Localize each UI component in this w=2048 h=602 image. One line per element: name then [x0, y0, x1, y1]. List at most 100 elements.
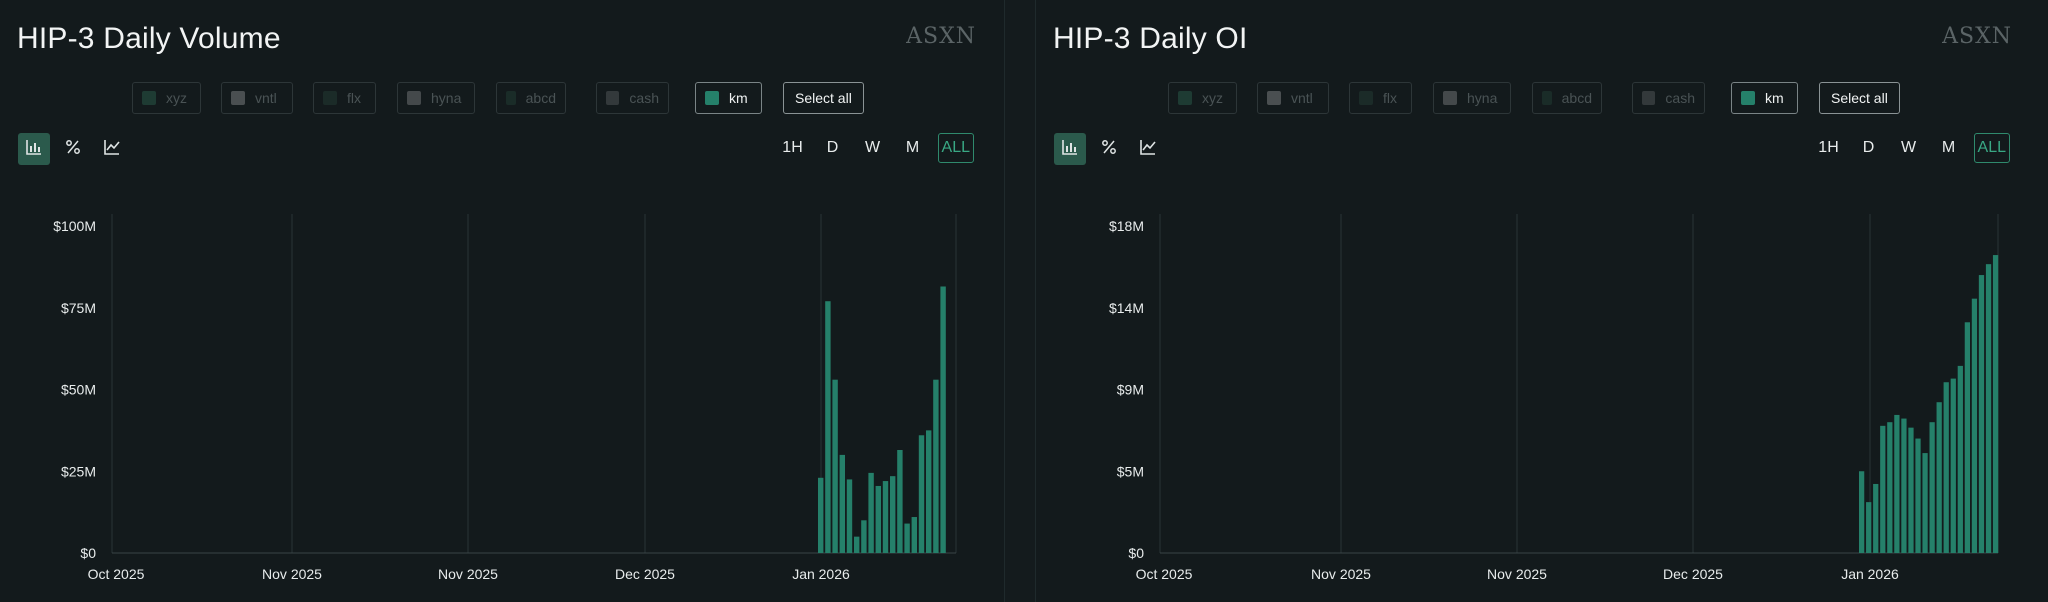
percent-button[interactable] — [1093, 133, 1125, 165]
bar — [839, 454, 845, 553]
legend-label: cash — [1665, 90, 1695, 106]
legend-label: abcd — [525, 90, 556, 106]
legend-item-vntl[interactable]: vntl — [221, 82, 293, 114]
line-chart-button[interactable] — [1132, 133, 1164, 165]
percent-button[interactable] — [57, 133, 89, 165]
bar — [1859, 471, 1865, 553]
bar — [1985, 264, 1992, 553]
legend-swatch — [1443, 91, 1457, 105]
bar — [1887, 422, 1893, 553]
bar — [1943, 382, 1949, 553]
bar-chart-button[interactable] — [1054, 133, 1086, 165]
bar — [1915, 438, 1921, 553]
line-chart-button[interactable] — [96, 133, 128, 165]
brand-logo: ASXN — [1942, 24, 2012, 49]
legend-item-flx[interactable]: flx — [1349, 82, 1412, 114]
bar — [1908, 427, 1914, 553]
legend-item-vntl[interactable]: vntl — [1257, 82, 1329, 114]
legend-swatch — [231, 91, 245, 105]
bar — [875, 485, 881, 553]
legend-item-cash[interactable]: cash — [596, 82, 669, 114]
bar — [1978, 275, 1985, 553]
range-w[interactable]: W — [1900, 139, 1917, 156]
x-tick-label: Oct 2025 — [1136, 566, 1193, 582]
y-tick-label: $50M — [61, 382, 96, 398]
y-tick-label: $0 — [80, 545, 96, 561]
legend-label: km — [729, 90, 748, 106]
legend-item-abcd[interactable]: abcd — [496, 82, 566, 114]
legend-swatch — [606, 91, 620, 105]
percent-icon — [64, 138, 82, 161]
range-1h[interactable]: 1H — [782, 139, 803, 156]
legend-item-cash[interactable]: cash — [1632, 82, 1705, 114]
legend-item-abcd[interactable]: abcd — [1532, 82, 1602, 114]
legend-swatch — [1642, 91, 1656, 105]
range-all[interactable]: ALL — [1973, 133, 2010, 163]
bar — [861, 520, 867, 553]
bar-chart-icon — [1061, 138, 1079, 161]
legend-item-xyz[interactable]: xyz — [132, 82, 201, 114]
x-tick-label: Nov 2025 — [262, 566, 322, 582]
legend-item-xyz[interactable]: xyz — [1168, 82, 1237, 114]
legend-item-km[interactable]: km — [1731, 82, 1798, 114]
bar — [890, 476, 896, 553]
bar — [882, 481, 889, 553]
legend-item-flx[interactable]: flx — [313, 82, 376, 114]
bar — [1971, 298, 1978, 553]
bar — [832, 379, 838, 553]
range-1h[interactable]: 1H — [1818, 139, 1839, 156]
y-tick-label: $18M — [1109, 218, 1144, 234]
y-tick-label: $9M — [1117, 382, 1144, 398]
bar — [897, 449, 903, 553]
legend-item-km[interactable]: km — [695, 82, 762, 114]
range-m[interactable]: M — [905, 139, 920, 156]
bar-chart-button[interactable] — [18, 133, 50, 165]
range-w[interactable]: W — [864, 139, 881, 156]
range-m[interactable]: M — [1941, 139, 1956, 156]
y-tick-label: $5M — [1117, 463, 1144, 479]
legend-swatch — [1359, 91, 1373, 105]
legend-swatch — [1267, 91, 1281, 105]
x-tick-label: Jan 2026 — [792, 566, 850, 582]
legend-label: hyna — [1467, 90, 1498, 106]
legend-item-hyna[interactable]: hyna — [397, 82, 475, 114]
range-d[interactable]: D — [826, 139, 839, 156]
legend-label: xyz — [1202, 90, 1223, 106]
bar — [846, 479, 853, 553]
range-all[interactable]: ALL — [937, 133, 974, 163]
bar — [1894, 414, 1900, 553]
select-all-button[interactable]: Select all — [1819, 82, 1900, 114]
x-tick-label: Nov 2025 — [438, 566, 498, 582]
range-d[interactable]: D — [1862, 139, 1875, 156]
time-range-selector: 1H D W M ALL — [1804, 133, 2010, 165]
legend-swatch — [705, 91, 719, 105]
bar — [868, 472, 874, 553]
x-tick-label: Dec 2025 — [615, 566, 675, 582]
bar — [1901, 418, 1907, 553]
legend-swatch — [1741, 91, 1755, 105]
line-chart-icon — [103, 138, 121, 161]
x-tick-label: Dec 2025 — [1663, 566, 1723, 582]
legend-label: vntl — [255, 90, 277, 106]
volume-panel: HIP-3 Daily Volume ASXN xyz vntl flx hyna ab… — [0, 0, 1004, 602]
legend-label: hyna — [431, 90, 462, 106]
legend-item-hyna[interactable]: hyna — [1433, 82, 1511, 114]
bar — [926, 430, 932, 553]
percent-icon — [1100, 138, 1118, 161]
legend-swatch — [142, 91, 156, 105]
y-tick-label: $25M — [61, 463, 96, 479]
bar — [933, 379, 939, 553]
select-all-button[interactable]: Select all — [783, 82, 864, 114]
x-tick-label: Oct 2025 — [88, 566, 145, 582]
panel-divider — [1004, 0, 1036, 602]
bar — [825, 301, 831, 553]
bar — [1873, 483, 1879, 553]
chart-title: HIP-3 Daily OI — [1053, 22, 1248, 55]
chart-type-toolbar — [1054, 133, 1171, 165]
bar — [1964, 322, 1970, 553]
y-tick-label: $14M — [1109, 300, 1144, 316]
legend-label: flx — [1383, 90, 1397, 106]
y-tick-label: $75M — [61, 300, 96, 316]
legend-swatch — [407, 91, 421, 105]
bar — [1957, 365, 1963, 553]
